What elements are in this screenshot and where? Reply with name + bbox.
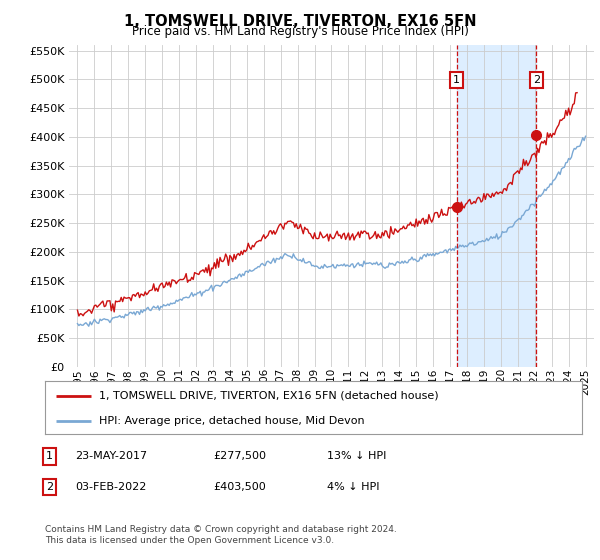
Text: £277,500: £277,500	[213, 451, 266, 461]
Bar	[457, 45, 536, 367]
Text: 4% ↓ HPI: 4% ↓ HPI	[327, 482, 380, 492]
Text: £403,500: £403,500	[213, 482, 266, 492]
Text: Price paid vs. HM Land Registry's House Price Index (HPI): Price paid vs. HM Land Registry's House …	[131, 25, 469, 38]
Text: 1, TOMSWELL DRIVE, TIVERTON, EX16 5FN: 1, TOMSWELL DRIVE, TIVERTON, EX16 5FN	[124, 14, 476, 29]
Text: 2: 2	[533, 75, 540, 85]
Text: 13% ↓ HPI: 13% ↓ HPI	[327, 451, 386, 461]
Text: 1, TOMSWELL DRIVE, TIVERTON, EX16 5FN (detached house): 1, TOMSWELL DRIVE, TIVERTON, EX16 5FN (d…	[98, 391, 439, 401]
Text: 23-MAY-2017: 23-MAY-2017	[75, 451, 147, 461]
Text: 1: 1	[46, 451, 53, 461]
Text: 03-FEB-2022: 03-FEB-2022	[75, 482, 146, 492]
Text: 2: 2	[46, 482, 53, 492]
Text: 1: 1	[453, 75, 460, 85]
Text: Contains HM Land Registry data © Crown copyright and database right 2024.
This d: Contains HM Land Registry data © Crown c…	[45, 525, 397, 545]
Text: HPI: Average price, detached house, Mid Devon: HPI: Average price, detached house, Mid …	[98, 416, 364, 426]
